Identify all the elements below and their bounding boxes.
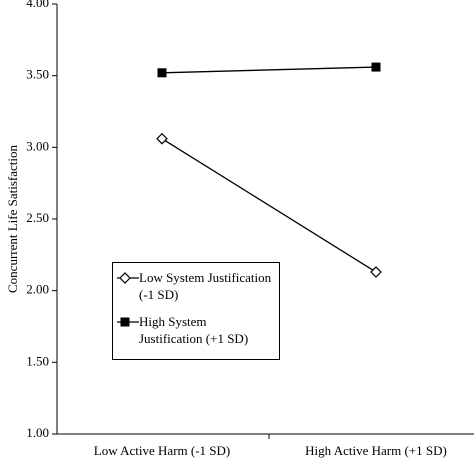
marker: [157, 68, 167, 78]
legend-label: Low System Justification (-1 SD): [139, 270, 272, 302]
y-tick-label: 3.50: [26, 67, 49, 82]
y-tick-label: 2.50: [26, 210, 49, 225]
legend-label: High System Justification (+1 SD): [139, 314, 249, 346]
y-tick-label: 1.00: [26, 425, 49, 440]
marker: [156, 132, 168, 145]
legend-entry: High System Justification (+1 SD): [117, 313, 275, 347]
y-tick-label: 1.50: [26, 353, 49, 368]
legend-swatch: [117, 317, 139, 327]
y-tick-label: 4.00: [26, 0, 49, 10]
legend-entry: Low System Justification (-1 SD): [117, 269, 275, 303]
series-line: [161, 66, 377, 74]
y-tick-label: 2.00: [26, 282, 49, 297]
y-tick-label: 3.00: [26, 138, 49, 153]
y-axis-label: Concurrent Life Satisfaction: [5, 144, 20, 293]
legend-swatch: [117, 272, 139, 284]
series-line: [161, 138, 377, 273]
marker: [371, 62, 381, 72]
x-tick-label: High Active Harm (+1 SD): [305, 443, 447, 458]
legend: Low System Justification (-1 SD) High Sys…: [112, 262, 280, 360]
marker: [119, 272, 131, 284]
x-tick-label: Low Active Harm (-1 SD): [94, 443, 230, 458]
marker: [370, 266, 382, 278]
marker: [120, 317, 130, 327]
